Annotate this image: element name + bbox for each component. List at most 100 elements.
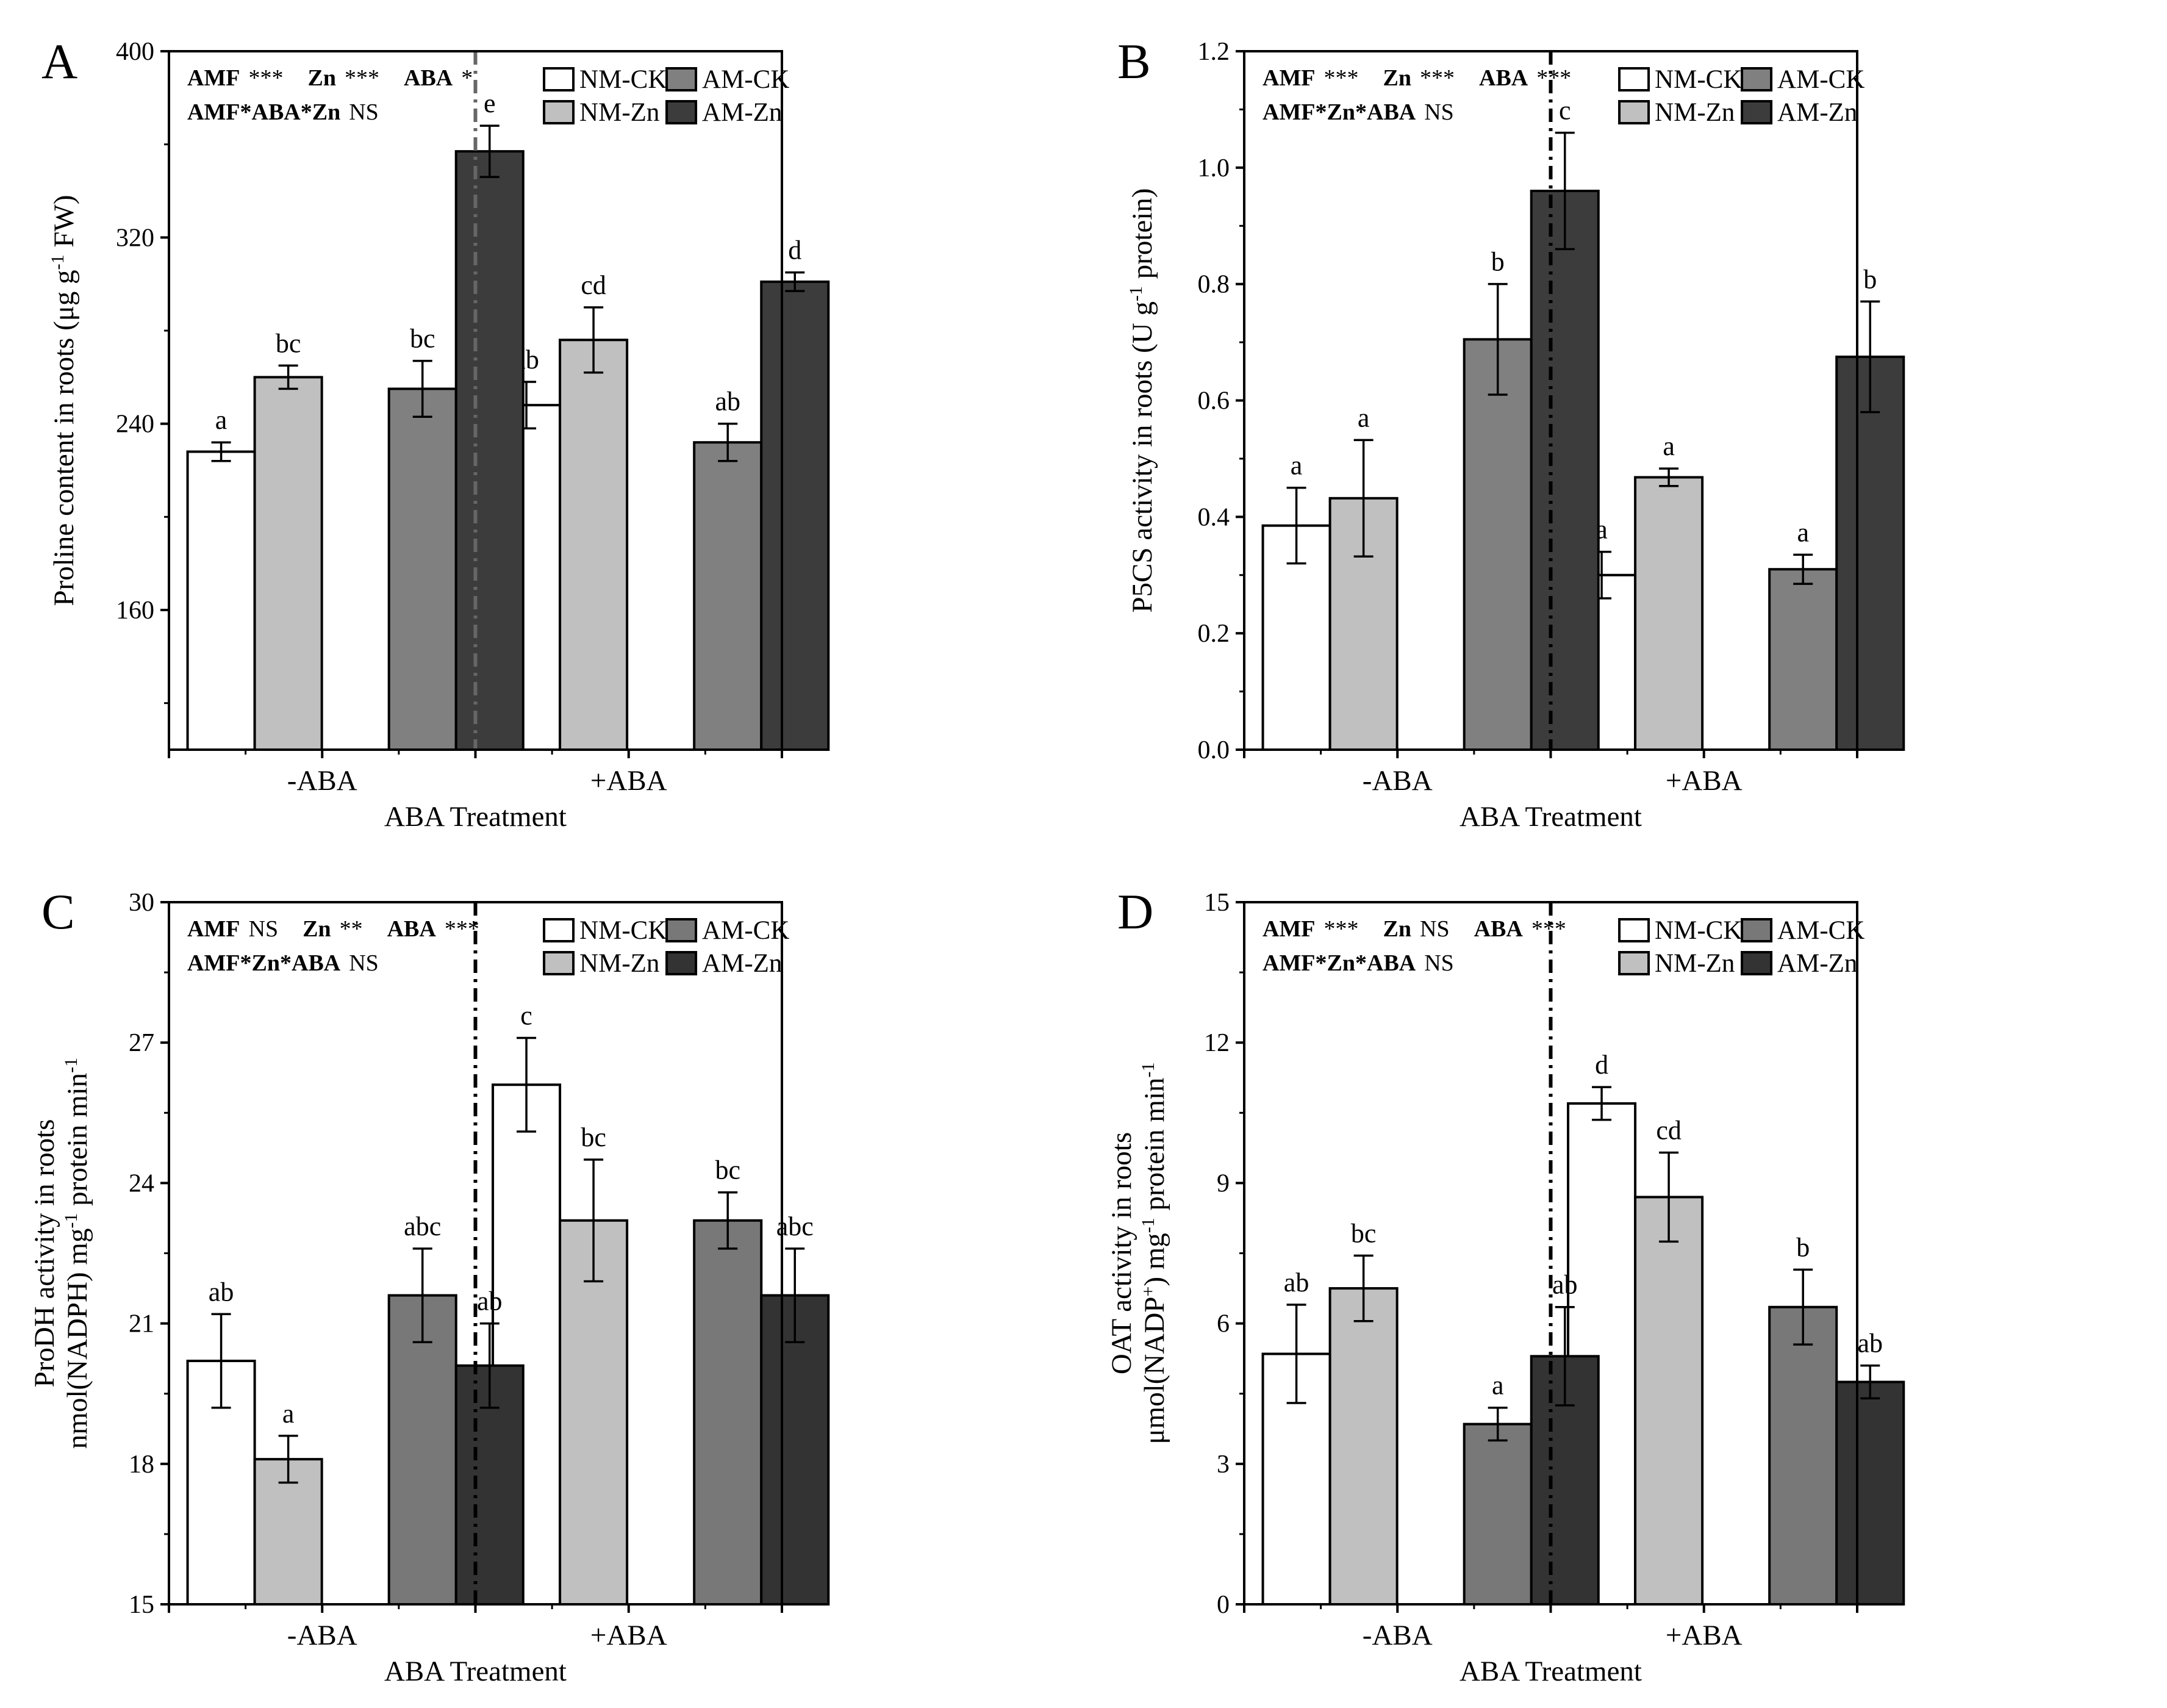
- stat-factor-label: AMF: [187, 65, 240, 91]
- stat-factor-label: AMF: [187, 916, 240, 942]
- stat-factor-value: *: [461, 65, 473, 91]
- legend-label-am-zn: AM-Zn: [702, 949, 782, 978]
- significance-letter: bc: [410, 324, 435, 354]
- y-tick-label: 240: [116, 411, 154, 439]
- bar-nm-zn-plus-aba: [1634, 476, 1704, 751]
- legend-swatch-am-ck: [665, 67, 698, 92]
- y-tick-label: 15: [129, 1591, 154, 1619]
- y-axis-superscript: -1: [1126, 286, 1146, 301]
- bar-am-ck-minus-aba: [387, 387, 457, 751]
- stat-interaction-label: AMF*Zn*ABA: [187, 950, 341, 976]
- y-axis-title-line2: nmol(NADPH) mg-1 protein min-1: [61, 1058, 94, 1449]
- stat-interaction-value: NS: [349, 950, 379, 976]
- stats-line2: AMF*Zn*ABA NS: [1263, 99, 1454, 125]
- stat-factor-label: ABA: [1474, 916, 1524, 942]
- significance-letter: c: [1559, 96, 1571, 126]
- stat-interaction-value: NS: [1424, 950, 1454, 976]
- x-axis-title: ABA Treatment: [1460, 801, 1642, 833]
- legend-label-am-ck: AM-CK: [702, 65, 789, 94]
- y-tick-label: 0.0: [1198, 736, 1230, 764]
- y-tick-label: 21: [129, 1310, 154, 1338]
- y-axis-title-line1: ProDH activity in roots: [29, 1119, 60, 1388]
- y-axis-superscript: -1: [1138, 1218, 1158, 1233]
- significance-letter: ab: [477, 1286, 503, 1316]
- bar-am-zn-plus-aba: [1835, 355, 1905, 751]
- y-tick-label: 30: [129, 889, 154, 917]
- stat-factor-value: NS: [1420, 916, 1450, 942]
- stat-factor-value: ***: [1324, 65, 1359, 91]
- bar-nm-ck-minus-aba: [186, 450, 256, 751]
- stat-factor-label: AMF: [1263, 65, 1316, 91]
- y-tick-label: 0.6: [1198, 387, 1230, 415]
- y-axis-superscript: -1: [1138, 1062, 1158, 1077]
- stat-factor-value: ***: [1324, 916, 1359, 942]
- stat-factor-label: ABA: [404, 65, 453, 91]
- legend-label-nm-ck: NM-CK: [1655, 916, 1742, 945]
- stat-factor-label: Zn: [1383, 916, 1411, 942]
- significance-letter: a: [282, 1399, 295, 1429]
- bar-am-zn-minus-aba: [454, 150, 525, 752]
- y-tick-label: 27: [129, 1029, 154, 1057]
- legend-label-nm-zn: NM-Zn: [579, 949, 659, 978]
- y-tick-label: 9: [1217, 1169, 1230, 1197]
- legend-swatch-am-zn: [665, 951, 698, 975]
- significance-letter: b: [1863, 264, 1877, 294]
- y-tick-label: 6: [1217, 1310, 1230, 1338]
- legend-label-nm-ck: NM-CK: [1655, 65, 1742, 94]
- legend-label-am-zn: AM-Zn: [1777, 98, 1857, 127]
- bar-nm-zn-minus-aba: [253, 376, 323, 751]
- legend-swatch-am-zn: [1741, 951, 1773, 975]
- group-label-minus-aba: -ABA: [1363, 765, 1433, 797]
- stats-line1: AMF NS Zn ** ABA ***: [187, 916, 479, 942]
- stat-factor-value: ***: [1531, 916, 1566, 942]
- group-label-minus-aba: -ABA: [287, 765, 357, 797]
- bar-am-zn-minus-aba: [1530, 190, 1600, 751]
- legend-swatch-am-zn: [665, 100, 698, 124]
- y-tick-label: 0.8: [1198, 271, 1230, 299]
- y-tick-label: 18: [129, 1451, 154, 1479]
- significance-letter: ab: [1857, 1329, 1883, 1358]
- stats-line2: AMF*ABA*Zn NS: [187, 99, 379, 125]
- x-axis-title: ABA Treatment: [384, 801, 567, 833]
- stats-line2: AMF*Zn*ABA NS: [1263, 950, 1454, 976]
- y-tick-label: 400: [116, 38, 154, 66]
- legend-swatch-nm-zn: [1618, 951, 1650, 975]
- significance-letter: cd: [581, 270, 606, 300]
- legend-swatch-am-ck: [665, 918, 698, 942]
- panel-letter: A: [41, 34, 77, 89]
- stat-factor-label: Zn: [303, 916, 331, 942]
- stat-factor-value: ***: [249, 65, 284, 91]
- bar-nm-zn-plus-aba: [559, 339, 629, 751]
- bar-am-zn-plus-aba: [760, 280, 830, 752]
- significance-letter: ab: [1552, 1270, 1578, 1300]
- legend-label-am-ck: AM-CK: [1777, 65, 1864, 94]
- y-axis-superscript: -1: [61, 1058, 81, 1073]
- y-tick-label: 1.2: [1198, 38, 1230, 66]
- group-label-plus-aba: +ABA: [590, 1620, 667, 1651]
- legend-swatch-am-ck: [1741, 918, 1773, 942]
- stat-factor-value: ***: [445, 916, 479, 942]
- legend-swatch-nm-ck: [1618, 67, 1650, 92]
- significance-letter: abc: [404, 1211, 441, 1241]
- group-label-plus-aba: +ABA: [1666, 765, 1743, 797]
- stat-factor-label: Zn: [308, 65, 336, 91]
- y-tick-label: 12: [1204, 1029, 1230, 1057]
- significance-letter: ab: [209, 1277, 234, 1307]
- bar-am-ck-plus-aba: [693, 1219, 763, 1606]
- x-axis-title: ABA Treatment: [384, 1656, 567, 1687]
- y-axis-text-part: ) mg: [1139, 1233, 1170, 1286]
- stat-interaction-label: AMF*ABA*Zn: [187, 99, 340, 125]
- y-tick-label: 160: [116, 597, 154, 625]
- y-tick-label: 24: [129, 1169, 154, 1197]
- bar-nm-zn-minus-aba: [1328, 1287, 1399, 1606]
- significance-letter: d: [788, 235, 801, 265]
- y-axis-superscript: -1: [48, 254, 68, 270]
- y-tick-label: 0: [1217, 1591, 1230, 1619]
- significance-letter: bc: [1351, 1218, 1377, 1248]
- panel-letter: B: [1117, 34, 1151, 89]
